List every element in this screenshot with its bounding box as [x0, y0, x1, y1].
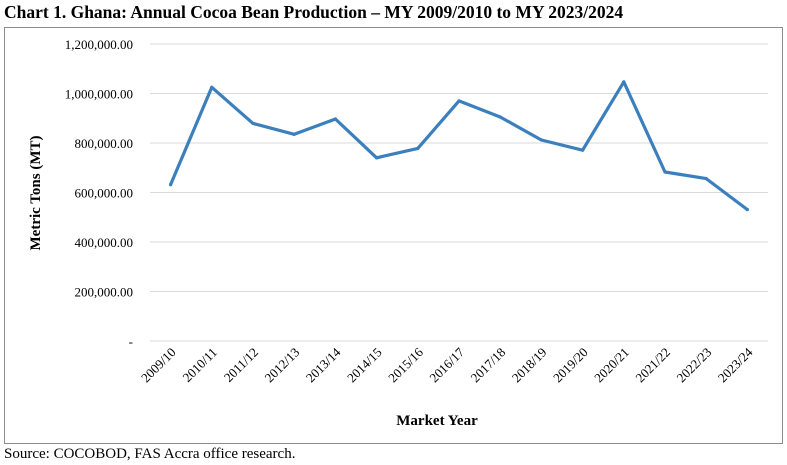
x-tick-label: 2015/16 [385, 344, 426, 385]
x-tick-label: 2019/20 [550, 345, 591, 386]
x-tick-label: 2023/24 [715, 344, 756, 385]
x-tick-label: 2011/12 [221, 345, 261, 385]
y-tick-label: 800,000.00 [75, 136, 134, 151]
data-point [333, 117, 337, 121]
data-point [498, 115, 502, 119]
y-tick-label: - [129, 334, 133, 349]
data-point [745, 207, 750, 212]
data-point [292, 132, 296, 136]
source-note: Source: COCOBOD, FAS Accra office resear… [4, 446, 296, 462]
data-point [375, 156, 379, 160]
gridlines [150, 43, 768, 342]
x-axis-ticks: 2009/10 2010/11 2011/12 2012/13 2013/14 2014/… [138, 344, 756, 385]
data-point [416, 146, 420, 151]
y-tick-label: 200,000.00 [75, 285, 134, 300]
y-tick-label: 1,200,000.00 [65, 37, 133, 52]
data-point [581, 148, 585, 152]
data-point [663, 170, 667, 174]
x-tick-label: 2009/10 [138, 345, 179, 386]
x-tick-label: 2013/14 [303, 344, 344, 385]
x-tick-label: 2014/15 [344, 345, 385, 386]
data-point [704, 177, 708, 181]
data-point [457, 99, 461, 103]
y-tick-label: 400,000.00 [75, 235, 134, 250]
x-tick-label: 2022/23 [674, 345, 715, 386]
x-tick-label: 2012/13 [262, 345, 303, 386]
x-tick-label: 2018/19 [509, 345, 550, 386]
data-point [210, 85, 214, 89]
x-tick-label: 2016/17 [426, 344, 467, 385]
y-tick-label: 600,000.00 [75, 186, 134, 201]
data-point [622, 80, 626, 84]
x-axis-label: Market Year [396, 413, 478, 429]
y-tick-label: 1,000,000.00 [65, 87, 133, 102]
chart-frame [4, 27, 783, 444]
y-axis-ticks: - 200,000.00 400,000.00 600,000.00 800,000.0… [65, 37, 133, 349]
y-axis-label: Metric Tons (MT) [28, 136, 44, 251]
series-points [169, 80, 750, 212]
data-point [169, 182, 173, 187]
x-tick-label: 2020/21 [591, 345, 632, 386]
chart-title: Chart 1. Ghana: Annual Cocoa Bean Produc… [4, 2, 624, 22]
x-tick-label: 2010/11 [180, 345, 220, 385]
data-point [539, 138, 544, 142]
x-tick-label: 2021/22 [632, 345, 673, 386]
data-point [251, 121, 255, 126]
x-tick-label: 2017/18 [468, 345, 509, 386]
